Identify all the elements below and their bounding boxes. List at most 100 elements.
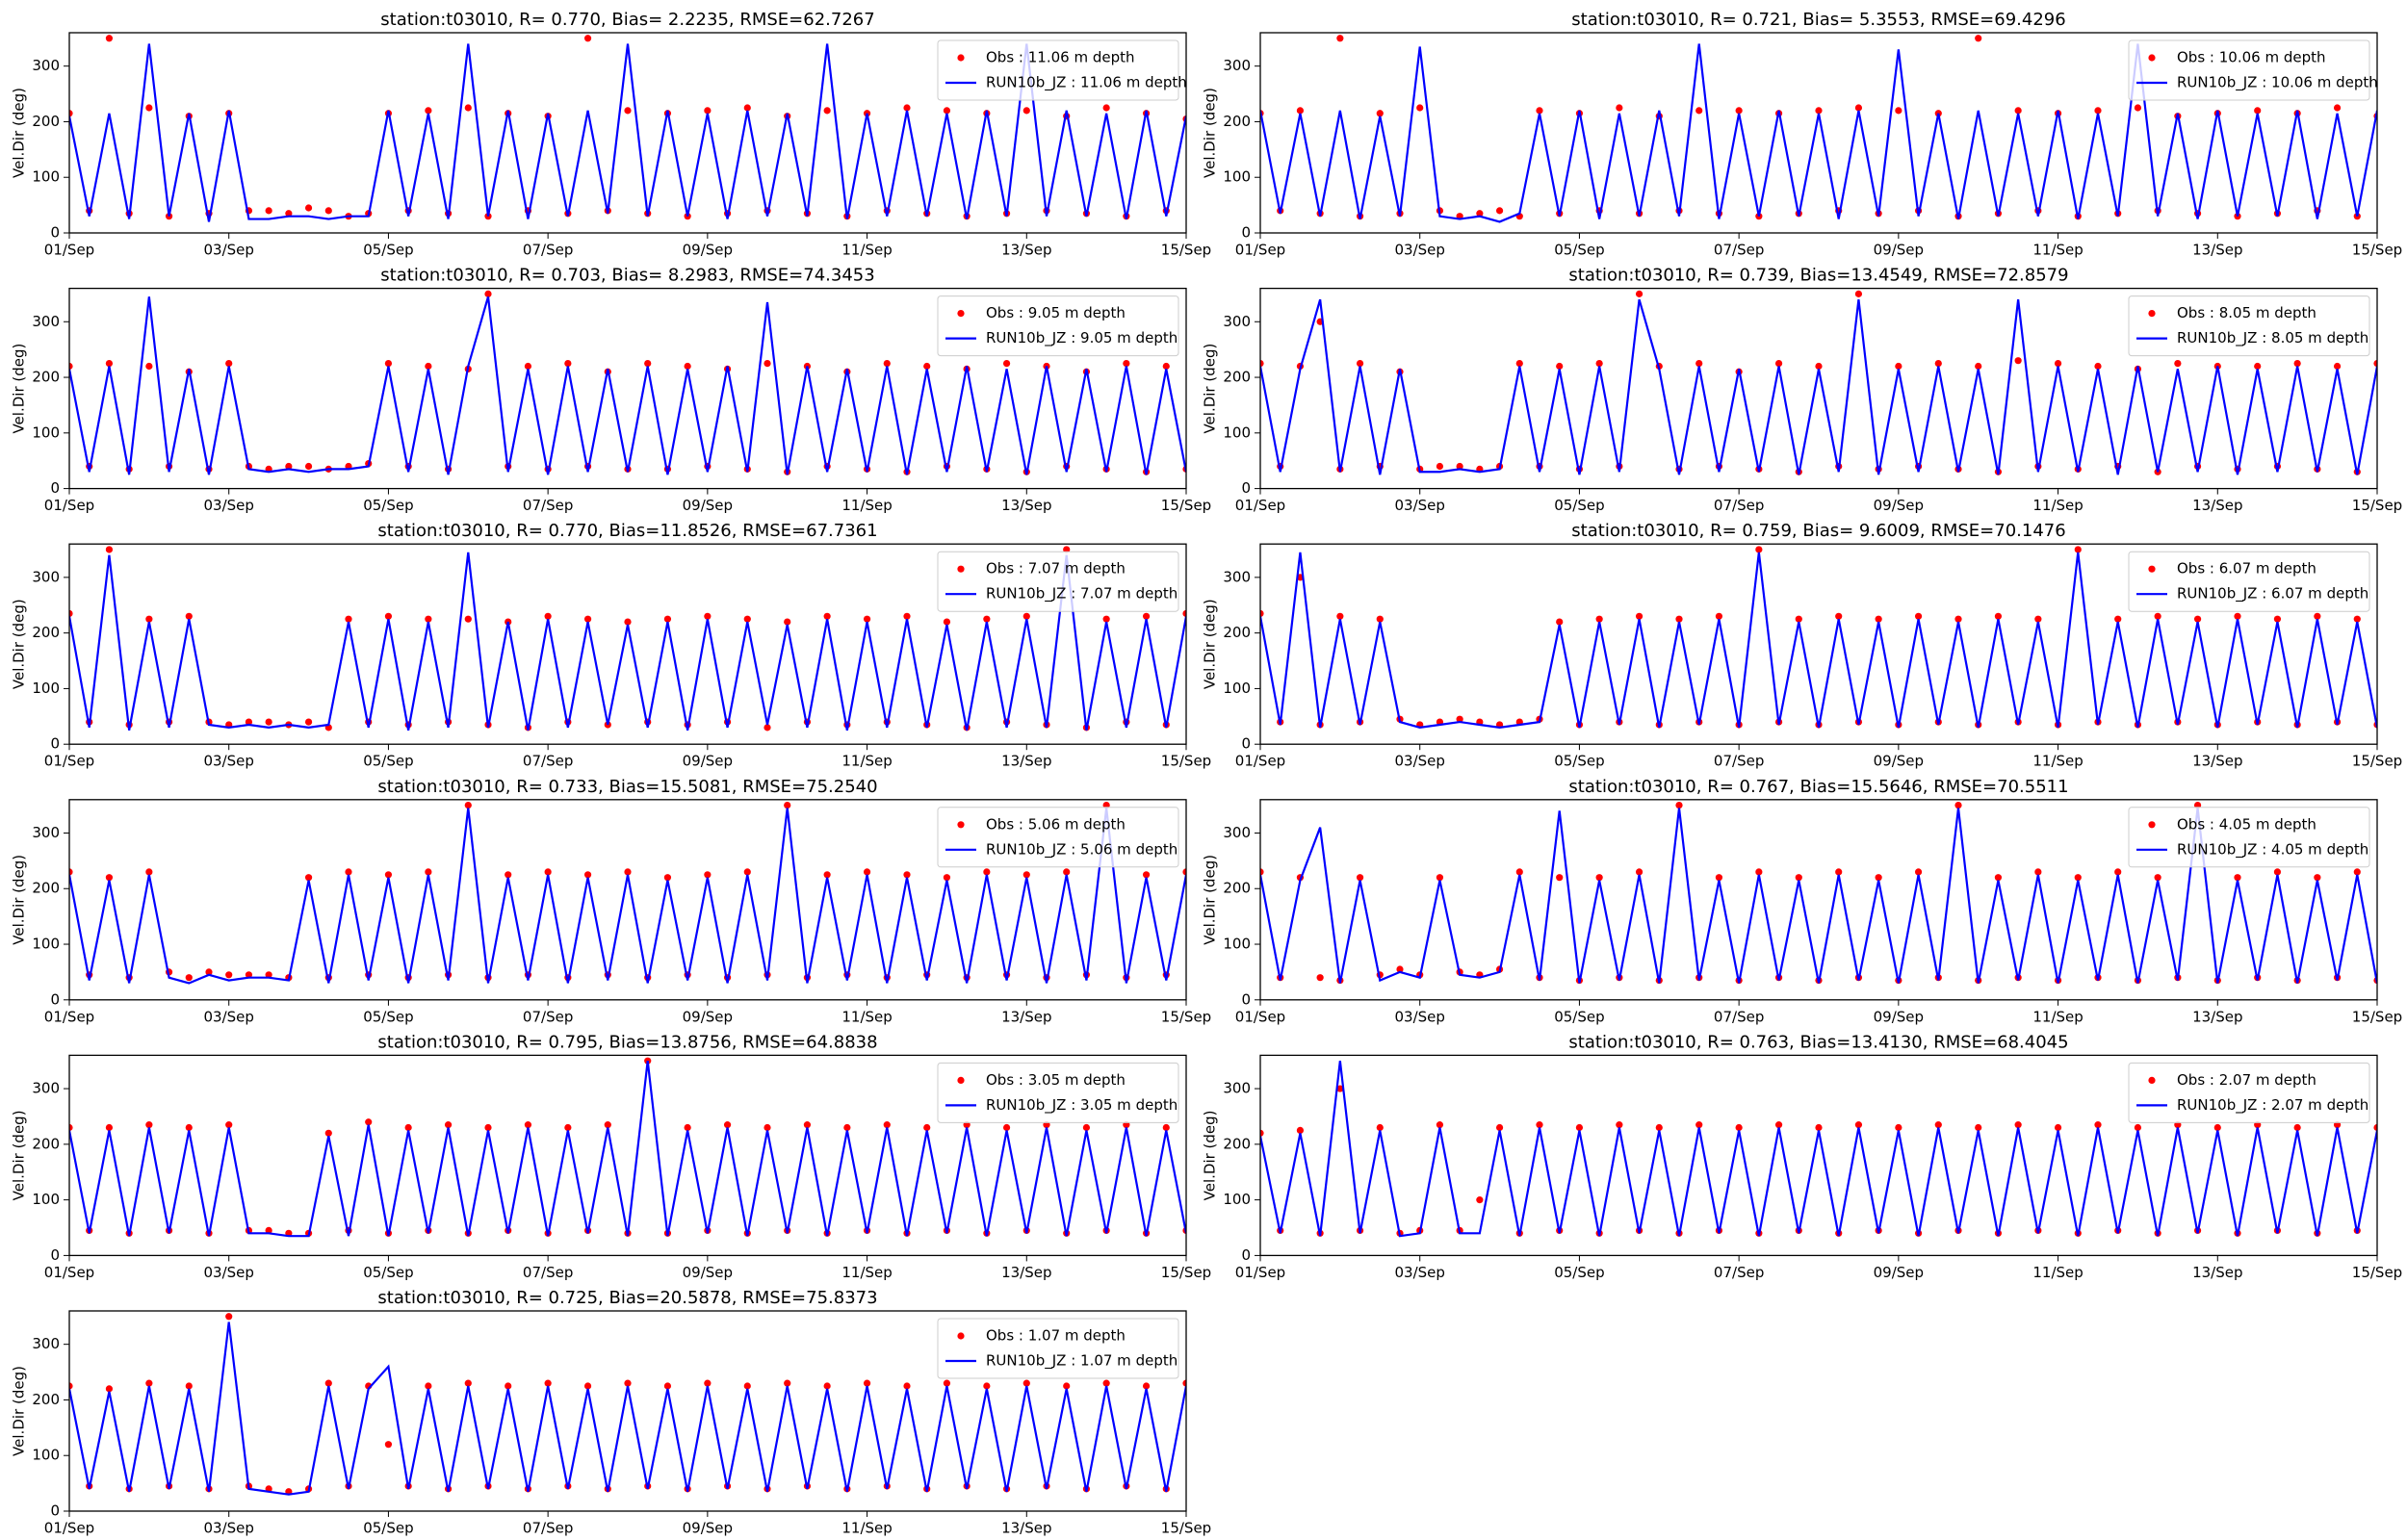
- obs-point: [505, 1382, 512, 1390]
- panel: station:t03010, R= 0.763, Bias=13.4130, …: [1202, 1032, 2403, 1281]
- obs-point: [1815, 107, 1823, 115]
- y-tick-label: 200: [32, 113, 60, 130]
- obs-point: [903, 104, 911, 112]
- x-tick-label: 03/Sep: [1395, 753, 1445, 770]
- obs-point: [1815, 362, 1823, 371]
- obs-point: [2114, 615, 2122, 623]
- panel-title: station:t03010, R= 0.770, Bias= 2.2235, …: [380, 10, 874, 30]
- obs-point: [583, 1382, 592, 1390]
- legend-box: [937, 551, 1179, 612]
- legend-label: RUN10b_JZ : 11.06 m depth: [986, 74, 1187, 92]
- legend: Obs : 10.06 m depth RUN10b_JZ : 10.06 m d…: [2128, 39, 2378, 101]
- obs-point: [1476, 1196, 1484, 1204]
- y-tick-label: 200: [32, 369, 60, 386]
- obs-point: [1296, 107, 1305, 115]
- x-tick-label: 01/Sep: [44, 753, 94, 770]
- y-tick-label: 200: [32, 880, 60, 897]
- y-tick-label: 0: [1241, 479, 1251, 497]
- obs-point: [2074, 874, 2082, 882]
- y-tick-label: 0: [1241, 990, 1251, 1008]
- obs-point: [345, 868, 352, 876]
- obs-point: [1316, 974, 1324, 982]
- obs-point: [425, 107, 432, 115]
- axes-frame: [68, 287, 1187, 490]
- x-tick-label: 11/Sep: [2032, 1264, 2083, 1281]
- obs-point: [1182, 1379, 1186, 1387]
- obs-point: [2273, 868, 2282, 876]
- y-axis-label: Vel.Dir (deg): [11, 599, 28, 689]
- obs-point: [1635, 290, 1643, 297]
- y-tick-label: 200: [1223, 369, 1251, 386]
- y-tick-label: 300: [32, 568, 60, 585]
- obs-point: [1436, 874, 1444, 882]
- x-tick-label: 07/Sep: [1714, 753, 1764, 770]
- obs-point: [225, 971, 233, 979]
- panel-title: station:t03010, R= 0.795, Bias=13.8756, …: [377, 1032, 877, 1052]
- obs-point: [1182, 868, 1186, 876]
- obs-point: [1616, 104, 1623, 112]
- obs-point: [1002, 360, 1011, 368]
- obs-point: [464, 104, 472, 112]
- obs-point: [425, 615, 432, 623]
- obs-point: [1695, 1121, 1703, 1129]
- legend-label: RUN10b_JZ : 6.07 m depth: [2177, 585, 2368, 603]
- x-tick-label: 05/Sep: [363, 1264, 413, 1281]
- legend-marker: [957, 821, 965, 829]
- obs-point: [1376, 1123, 1384, 1132]
- y-tick-label: 100: [32, 1191, 60, 1208]
- obs-point: [265, 207, 272, 215]
- axes-frame: [68, 1054, 1187, 1257]
- obs-point: [1260, 609, 1264, 618]
- obs-point: [1123, 360, 1130, 368]
- obs-point: [1735, 107, 1743, 115]
- x-tick-label: 09/Sep: [1874, 1264, 1924, 1281]
- obs-point: [624, 618, 632, 626]
- panel: station:t03010, R= 0.770, Bias=11.8526, …: [11, 521, 1212, 770]
- x-tick-label: 01/Sep: [44, 497, 94, 514]
- obs-point: [1356, 874, 1364, 882]
- x-tick-label: 09/Sep: [1874, 242, 1924, 259]
- x-tick-label: 13/Sep: [1001, 497, 1051, 514]
- plot-area: [69, 1057, 1186, 1238]
- obs-point: [1476, 210, 1484, 218]
- panel-title: station:t03010, R= 0.739, Bias=13.4549, …: [1568, 266, 2068, 286]
- x-tick-label: 07/Sep: [523, 1008, 573, 1025]
- obs-point: [145, 362, 153, 371]
- obs-point: [1260, 360, 1264, 368]
- obs-point: [1854, 290, 1863, 297]
- obs-point: [784, 1379, 791, 1387]
- obs-point: [1063, 868, 1071, 876]
- obs-point: [2054, 360, 2062, 368]
- legend: Obs : 11.06 m depth RUN10b_JZ : 11.06 m d…: [937, 39, 1187, 101]
- x-tick-label: 13/Sep: [2192, 753, 2242, 770]
- legend-marker: [2148, 821, 2156, 829]
- legend-label: RUN10b_JZ : 10.06 m depth: [2177, 74, 2378, 92]
- x-tick-label: 13/Sep: [1001, 242, 1051, 259]
- y-tick-label: 100: [1223, 1191, 1251, 1208]
- obs-point: [464, 615, 472, 623]
- plot-area: [69, 35, 1186, 222]
- y-tick-label: 100: [1223, 424, 1251, 441]
- obs-point: [1336, 612, 1344, 620]
- panel-title: station:t03010, R= 0.725, Bias=20.5878, …: [377, 1288, 877, 1308]
- y-axis-label: Vel.Dir (deg): [1202, 1110, 1219, 1200]
- obs-point: [823, 612, 831, 620]
- obs-point: [823, 1382, 831, 1390]
- obs-point: [764, 360, 771, 368]
- axes-frame: [68, 1310, 1187, 1512]
- obs-point: [624, 868, 632, 876]
- obs-point: [1675, 801, 1683, 809]
- x-tick-label: 11/Sep: [841, 497, 892, 514]
- obs-point: [2353, 615, 2361, 623]
- obs-point: [225, 1313, 233, 1321]
- x-tick-label: 01/Sep: [1235, 753, 1285, 770]
- obs-point: [304, 204, 313, 212]
- obs-point: [1755, 868, 1763, 876]
- model-line: [1260, 552, 2377, 729]
- obs-point: [863, 615, 871, 623]
- x-tick-label: 13/Sep: [2192, 1264, 2242, 1281]
- legend-box: [937, 295, 1179, 357]
- axes-frame: [68, 543, 1187, 745]
- obs-point: [1296, 1126, 1305, 1134]
- obs-point: [983, 1382, 991, 1390]
